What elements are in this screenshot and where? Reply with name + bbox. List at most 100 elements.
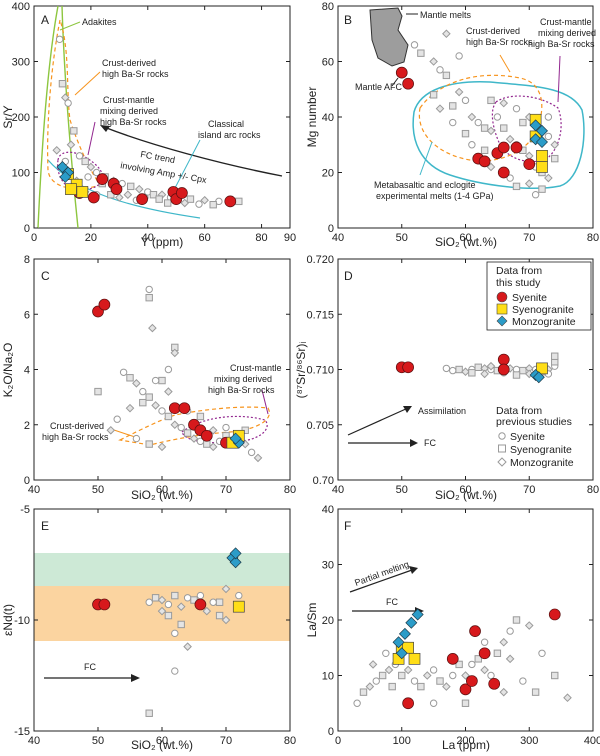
syenite-point [402,697,414,710]
syenite-point [224,195,237,208]
x-tick-label: 80 [587,232,599,244]
panel-b-ticks: 40 50 60 70 80 0 20 40 60 80 [322,1,599,244]
previous-study-point [157,442,167,452]
previous-study-point [519,118,527,127]
previous-study-point [449,366,457,375]
exp-pointer [419,141,433,176]
syenite-point [459,683,472,696]
ann-c-mixing-3: high Ba-Sr rocks [208,385,275,395]
previous-study-point [544,132,553,141]
fc-arrowhead-e [131,674,140,682]
panel-e-ticks: 40 50 60 70 80 -15 -10 -5 [14,504,296,747]
panel-a-xlabel: Y (ppm) [141,235,183,249]
previous-study-point [195,200,203,208]
ann-b-mixing-1: Crust-mantle [540,17,592,27]
x-tick-label: 40 [28,484,40,496]
previous-study-point [487,96,495,105]
syenite-point [402,77,414,90]
previous-study-point [64,99,72,107]
panel-a-label: A [41,13,49,27]
previous-study-point [500,124,508,132]
previous-study-point [512,182,521,191]
crust-pointer-b [499,54,511,73]
x-tick-label: 40 [142,232,154,244]
monzogranite-point [529,119,542,132]
previous-study-point [148,323,157,333]
syenite-point [96,173,109,186]
previous-study-point [474,363,482,371]
previous-study-point [126,374,134,382]
panel-a: A Adakites Crust-derived high Ba-Sr rock… [1,1,296,249]
previous-study-point [493,649,502,657]
previous-study-point [145,440,153,448]
syenite-point [497,166,510,179]
previous-study-point [524,179,534,188]
ann-b-crust-1: Crust-derived [466,26,520,36]
previous-study-point [115,193,124,202]
ann-fc-trend-1: FC trend [140,149,176,165]
ann-exp-2: experimental melts (1-4 GPa) [376,191,494,201]
previous-study-point [92,168,101,177]
legend-prev-monzogranite: Monzogranite [510,457,574,469]
panel-c-marks [92,285,263,463]
ann-b-mixing-3: high Ba-Sr rocks [528,39,595,49]
monzogranite-point [532,371,545,384]
panel-f-marks [353,608,572,710]
syenite-point [87,191,100,204]
y-tick-label: 8 [24,254,30,266]
previous-study-point [235,197,243,206]
previous-study-point [442,682,451,691]
x-tick-label: 0 [335,735,341,747]
previous-study-point [429,699,438,707]
syenite-point [98,298,111,311]
ann-c-mixing-1: Crust-mantle [230,363,282,373]
y-tick-label: 0.70 [313,475,334,487]
previous-study-point [505,134,515,144]
previous-study-point [94,387,102,396]
panel-b-xlabel: SiO₂ (wt.%) [435,235,497,249]
syenite-point [478,155,491,168]
previous-study-point [480,124,489,132]
y-tick-label: 20 [322,615,334,627]
ann-classical-2: island arc rocks [198,130,261,140]
previous-study-point [189,434,199,443]
previous-study-point [113,415,121,423]
syenogranite-point [76,186,89,198]
crust-pointer [74,71,101,96]
x-tick-label: 90 [284,232,296,244]
previous-study-point [151,594,160,602]
y-tick-label: 10 [322,671,334,683]
partial-melting-arrow [349,569,413,593]
previous-study-point [544,173,553,183]
x-tick-label: 80 [587,484,599,496]
ann-mixing-3: high Ba-Sr rocks [100,117,167,127]
previous-study-point [171,629,179,638]
previous-study-point [442,364,451,373]
syenite-point [178,402,191,415]
mixing-pointer [87,121,96,156]
mixing-pointer-b [557,55,561,103]
x-tick-label: 60 [459,232,471,244]
legend-prev-title-2: previous studies [496,416,572,428]
x-tick-label: 70 [220,735,232,747]
x-tick-label: 0 [31,232,37,244]
previous-study-point [487,671,495,680]
assimilation-arrowhead [403,406,412,413]
legend-syenogranite-marker [496,303,508,315]
mixing-pointer-c [261,389,269,415]
previous-study-point [81,157,89,166]
previous-study-point [372,677,380,685]
previous-study-point [505,654,515,664]
previous-study-point [531,191,540,199]
previous-study-point [84,173,92,181]
previous-study-point [183,642,192,651]
previous-study-point [145,285,153,294]
previous-study-point [157,595,167,605]
previous-study-point [177,620,185,629]
panel-c-ylabel: K₂O/Na₂O [1,343,15,398]
syenite-point [510,141,523,154]
ann-mantle-afc: Mantle AFC [355,82,403,92]
previous-study-point [145,393,153,401]
previous-study-point [468,141,476,149]
